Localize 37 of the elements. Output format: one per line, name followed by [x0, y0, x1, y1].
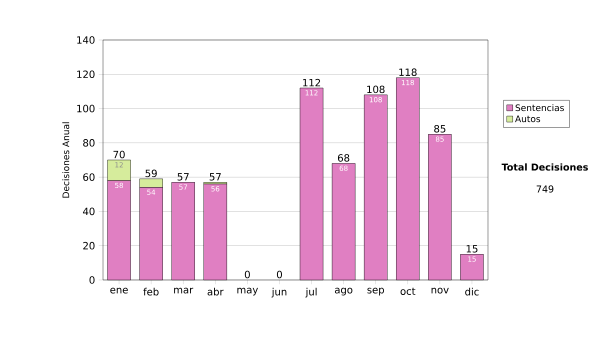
- total-label: 57: [210, 173, 221, 181]
- total-label: 57: [178, 173, 189, 181]
- y-tick-label: 60: [83, 173, 95, 181]
- x-tick-label: oct: [400, 288, 416, 295]
- y-tick-label: 80: [83, 139, 95, 147]
- y-tick-label: 100: [77, 104, 95, 112]
- y-tick-label: 140: [77, 36, 95, 44]
- legend-label: Autos: [515, 116, 540, 122]
- x-tick-label: sep: [367, 288, 384, 296]
- text: 749: [536, 185, 554, 193]
- x-tick-label: abr: [208, 288, 224, 296]
- y-tick-label: 20: [83, 242, 95, 250]
- x-tick-label: jun: [272, 288, 286, 298]
- x-tick-label: nov: [432, 288, 449, 294]
- total-label: 112: [303, 78, 320, 86]
- total-label: 70: [114, 150, 125, 158]
- total-label: 68: [338, 154, 350, 162]
- x-tick-label: feb: [143, 288, 159, 296]
- y-tick-label: 0: [90, 276, 95, 284]
- total-label: 59: [146, 170, 157, 178]
- legend-label: Sentencias: [516, 104, 564, 112]
- x-tick-label: dic: [465, 288, 479, 296]
- y-axis-title: Decisiones Anual: [62, 122, 70, 198]
- total-label: 85: [434, 125, 446, 133]
- total-label: 15: [466, 245, 478, 253]
- x-tick-label: ene: [110, 288, 128, 294]
- total-label: 118: [399, 68, 417, 76]
- x-tick-label: ago: [334, 288, 352, 296]
- x-tick-label: may: [237, 288, 258, 296]
- x-tick-label: mar: [174, 288, 194, 294]
- total-label: 0: [244, 270, 250, 278]
- y-tick-label: 40: [82, 208, 95, 216]
- x-tick-label: jul: [305, 288, 317, 298]
- text: Total Decisiones: [502, 163, 588, 171]
- y-tick-label: 120: [77, 70, 95, 78]
- total-label: 0: [276, 270, 282, 278]
- total-label: 108: [367, 86, 385, 94]
